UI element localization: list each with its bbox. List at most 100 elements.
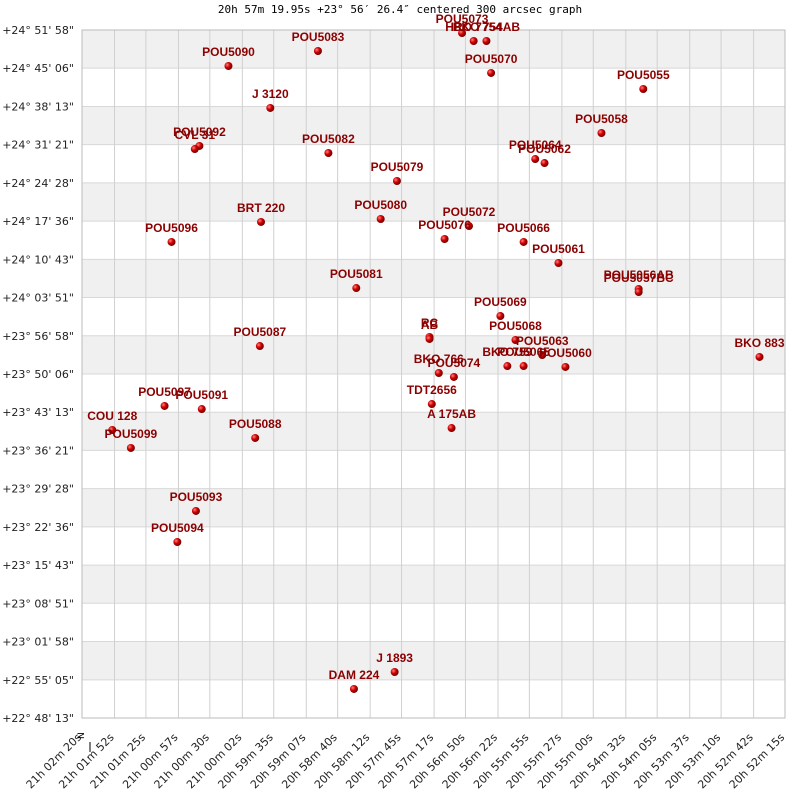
- point-label: POU5090: [202, 45, 255, 59]
- band: [82, 335, 785, 374]
- star: [266, 103, 275, 112]
- y-tick-label: +22° 55' 05": [2, 674, 74, 687]
- star: [376, 214, 385, 223]
- x-tick-label: 20h 55m 55s: [471, 731, 532, 792]
- y-tick-label: +24° 51' 58": [2, 24, 74, 37]
- band: [82, 106, 785, 145]
- x-tick-label: 20h 55m 00s: [535, 731, 596, 792]
- star: [639, 84, 648, 93]
- point-label: POU5093: [170, 490, 223, 504]
- point-label: POU5099: [105, 427, 158, 441]
- point-label: POU5083: [292, 30, 345, 44]
- x-tick-label: 20h 58m 40s: [279, 731, 340, 792]
- y-tick-label: +24° 38' 13": [2, 100, 74, 113]
- star: [464, 222, 473, 231]
- y-tick-label: +23° 56' 58": [2, 330, 74, 343]
- y-tick-label: +23° 43' 13": [2, 406, 74, 419]
- point-label: RC: [421, 316, 439, 330]
- point-label: POU5092: [173, 125, 226, 139]
- star: [173, 538, 182, 547]
- star: [108, 425, 117, 434]
- y-tick-label: +24° 31' 21": [2, 139, 74, 152]
- x-tick-label: 20h 59m 35s: [215, 731, 276, 792]
- star: [496, 312, 505, 321]
- star: [392, 176, 401, 185]
- band: [82, 641, 785, 680]
- star: [519, 237, 528, 246]
- point-label: POU5061: [532, 242, 585, 256]
- plot-frame: [81, 29, 786, 719]
- point-label: J 1893: [376, 651, 413, 665]
- point-label: J 3120: [252, 87, 289, 101]
- star: [197, 405, 206, 414]
- x-tick-label: 21h 02m 20s: [24, 731, 85, 792]
- star: [390, 668, 399, 677]
- point-label: CVL 31: [175, 128, 216, 142]
- star: [487, 68, 496, 77]
- star: [449, 372, 458, 381]
- point-label: POU5057BC: [604, 271, 674, 285]
- star: [554, 259, 563, 268]
- x-tick-label: 20h 56m 50s: [407, 731, 468, 792]
- point-label: POU5079: [371, 160, 424, 174]
- point-label: POU5081: [330, 267, 383, 281]
- point-label: POU5073: [436, 12, 489, 26]
- point-label: POU5096: [145, 221, 198, 235]
- x-tick-label: 21h 00m 30s: [152, 731, 213, 792]
- point-label: BKO 883: [734, 336, 784, 350]
- point-label: POU5068: [489, 319, 542, 333]
- star: [160, 401, 169, 410]
- band: [82, 412, 785, 451]
- star: [352, 284, 361, 293]
- point-label: POU5066: [497, 221, 550, 235]
- point-label: POU5062: [518, 142, 571, 156]
- y-tick-label: +24° 17' 36": [2, 215, 74, 228]
- point-label: COU 128: [87, 409, 137, 423]
- star: [434, 368, 443, 377]
- point-label: POU5072: [443, 205, 496, 219]
- star: [126, 443, 135, 452]
- x-tick-label: 20h 53m 10s: [663, 731, 724, 792]
- point-label: POU5055: [617, 68, 670, 82]
- star: [511, 336, 520, 345]
- star: [255, 342, 264, 351]
- star: [191, 506, 200, 515]
- star: [531, 155, 540, 164]
- star: [540, 159, 549, 168]
- point-label: POU5082: [302, 132, 355, 146]
- y-tick-label: +23° 08' 51": [2, 597, 74, 610]
- point-label: DAM 224: [329, 668, 380, 682]
- star: [251, 433, 260, 442]
- y-tick-label: +23° 22' 36": [2, 521, 74, 534]
- star: [519, 362, 528, 371]
- point-label: POU5064: [509, 138, 562, 152]
- point-label: POU5091: [175, 388, 228, 402]
- point-label: POU5080: [354, 198, 407, 212]
- point-label: TDT2656: [407, 383, 457, 397]
- y-tick-label: +23° 50' 06": [2, 368, 74, 381]
- star: [427, 400, 436, 409]
- band: [82, 565, 785, 604]
- y-tick-label: +24° 03' 51": [2, 292, 74, 305]
- point-label: BRT 220: [237, 201, 285, 215]
- y-tick-label: +23° 01' 58": [2, 636, 74, 649]
- point-label: POU5094: [151, 521, 204, 535]
- y-tick-label: +22° 48' 13": [2, 712, 74, 725]
- y-tick-label: +23° 36' 21": [2, 444, 74, 457]
- star: [503, 362, 512, 371]
- y-tick-label: +24° 10' 43": [2, 253, 74, 266]
- star: [447, 424, 456, 433]
- point-label: POU5056AB: [604, 268, 674, 282]
- x-tick-label: 20h 57m 45s: [343, 731, 404, 792]
- star: [425, 334, 434, 343]
- star: [561, 362, 570, 371]
- point-label: POU5069: [474, 295, 527, 309]
- star: [469, 36, 478, 45]
- star: [597, 129, 606, 138]
- point-label: POU5087: [233, 325, 286, 339]
- star: [224, 62, 233, 71]
- y-tick-label: +24° 45' 06": [2, 62, 74, 75]
- y-tick-label: +23° 29' 28": [2, 483, 74, 496]
- star: [324, 149, 333, 158]
